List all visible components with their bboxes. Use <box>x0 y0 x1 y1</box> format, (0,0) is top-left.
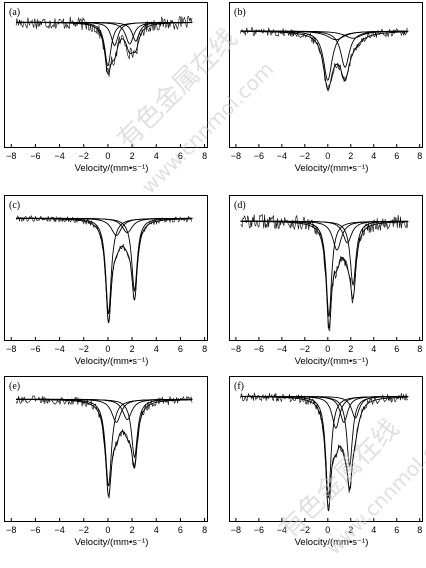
x-tick-label: 2 <box>348 344 353 354</box>
measured-spectrum-line <box>240 213 409 332</box>
x-tick-label: −2 <box>300 525 310 535</box>
chart-panel: (d) −8 −6 −4 −2 0 2 4 6 8 Velocity/(mm•s⁻¹) <box>229 195 423 367</box>
x-tick-label: 8 <box>202 525 207 535</box>
panel-label: (e) <box>9 381 20 392</box>
x-tick-label: −6 <box>30 344 40 354</box>
x-tick-label: −2 <box>79 344 89 354</box>
x-tick-label: −8 <box>231 525 241 535</box>
x-tick-label: −6 <box>254 344 264 354</box>
x-tick-label: 8 <box>417 525 422 535</box>
fit-component-line <box>240 395 409 419</box>
x-axis-label: Velocity/(mm•s⁻¹) <box>295 356 369 367</box>
x-axis-label: Velocity/(mm•s⁻¹) <box>295 537 369 548</box>
x-tick-label: 8 <box>417 151 422 161</box>
x-tick-label: 0 <box>105 151 110 161</box>
x-tick-label: 0 <box>325 151 330 161</box>
x-tick-label: −8 <box>231 344 241 354</box>
panel-label: (f) <box>234 381 244 392</box>
measured-spectrum-line <box>240 26 408 92</box>
x-tick-label: −2 <box>300 344 310 354</box>
measured-spectrum-line <box>15 395 193 499</box>
x-tick-label: 8 <box>202 151 207 161</box>
x-tick-label: −8 <box>6 525 16 535</box>
x-tick-label: 4 <box>154 525 159 535</box>
x-tick-label: −6 <box>254 525 264 535</box>
x-tick-label: −8 <box>6 344 16 354</box>
chart-panel: (a) −8 −6 −4 −2 0 2 4 6 8 Velocity/(mm•s⁻¹) <box>4 2 208 174</box>
x-tick-label: −4 <box>277 525 287 535</box>
x-tick-label: −6 <box>30 151 40 161</box>
x-tick-label: 0 <box>325 344 330 354</box>
plot-frame <box>4 195 208 341</box>
x-tick-label: −2 <box>79 151 89 161</box>
x-axis-label: Velocity/(mm•s⁻¹) <box>295 163 369 174</box>
x-tick-label: 6 <box>178 525 183 535</box>
x-tick-label: 8 <box>202 344 207 354</box>
x-tick-label: 4 <box>154 151 159 161</box>
x-tick-label: 4 <box>371 525 376 535</box>
x-tick-label: −4 <box>54 344 64 354</box>
x-tick-label: 6 <box>394 151 399 161</box>
measured-spectrum-line <box>240 392 408 507</box>
x-tick-label: 4 <box>371 344 376 354</box>
chart-panel: (b) −8 −6 −4 −2 0 2 4 6 8 Velocity/(mm•s⁻¹) <box>229 2 423 174</box>
x-tick-label: 2 <box>348 525 353 535</box>
chart-panel: (c) −8 −6 −4 −2 0 2 4 6 8 Velocity/(mm•s⁻¹) <box>4 195 208 367</box>
x-tick-label: −4 <box>277 344 287 354</box>
x-tick-label: −2 <box>79 525 89 535</box>
x-tick-label: 2 <box>130 151 135 161</box>
measured-spectrum-line <box>15 16 193 77</box>
x-tick-label: −8 <box>231 151 241 161</box>
measured-spectrum-line <box>15 215 193 322</box>
x-tick-label: 6 <box>394 525 399 535</box>
panel-label: (d) <box>234 200 246 211</box>
fit-component-line <box>240 220 409 244</box>
panel-label: (c) <box>9 200 20 211</box>
x-tick-label: 8 <box>417 344 422 354</box>
chart-panel: (f) −8 −6 −4 −2 0 2 4 6 8 Velocity/(mm•s⁻¹) <box>229 376 423 548</box>
x-tick-label: 4 <box>154 344 159 354</box>
x-tick-label: 0 <box>105 344 110 354</box>
x-tick-label: −8 <box>6 151 16 161</box>
x-tick-label: 4 <box>371 151 376 161</box>
x-tick-label: −4 <box>54 525 64 535</box>
chart-panel: (e) −8 −6 −4 −2 0 2 4 6 8 Velocity/(mm•s⁻¹) <box>4 376 208 548</box>
panel-label: (b) <box>234 7 246 18</box>
x-axis-label: Velocity/(mm•s⁻¹) <box>75 356 149 367</box>
x-tick-label: −4 <box>277 151 287 161</box>
x-tick-label: 2 <box>130 344 135 354</box>
x-tick-label: −6 <box>30 525 40 535</box>
x-tick-label: 2 <box>348 151 353 161</box>
x-axis-label: Velocity/(mm•s⁻¹) <box>75 537 149 548</box>
x-tick-label: 6 <box>394 344 399 354</box>
x-tick-label: 0 <box>325 525 330 535</box>
x-tick-label: 0 <box>105 525 110 535</box>
x-tick-label: −6 <box>254 151 264 161</box>
x-tick-label: 2 <box>130 525 135 535</box>
x-tick-label: 6 <box>178 344 183 354</box>
x-tick-label: −4 <box>54 151 64 161</box>
x-tick-label: −2 <box>300 151 310 161</box>
x-axis-label: Velocity/(mm•s⁻¹) <box>75 163 149 174</box>
panel-label: (a) <box>9 7 20 18</box>
panels-group: (a) −8 −6 −4 −2 0 2 4 6 8 Velocity/(mm•s⁻¹) (b) −8 −6… <box>4 2 423 548</box>
x-tick-label: 6 <box>178 151 183 161</box>
